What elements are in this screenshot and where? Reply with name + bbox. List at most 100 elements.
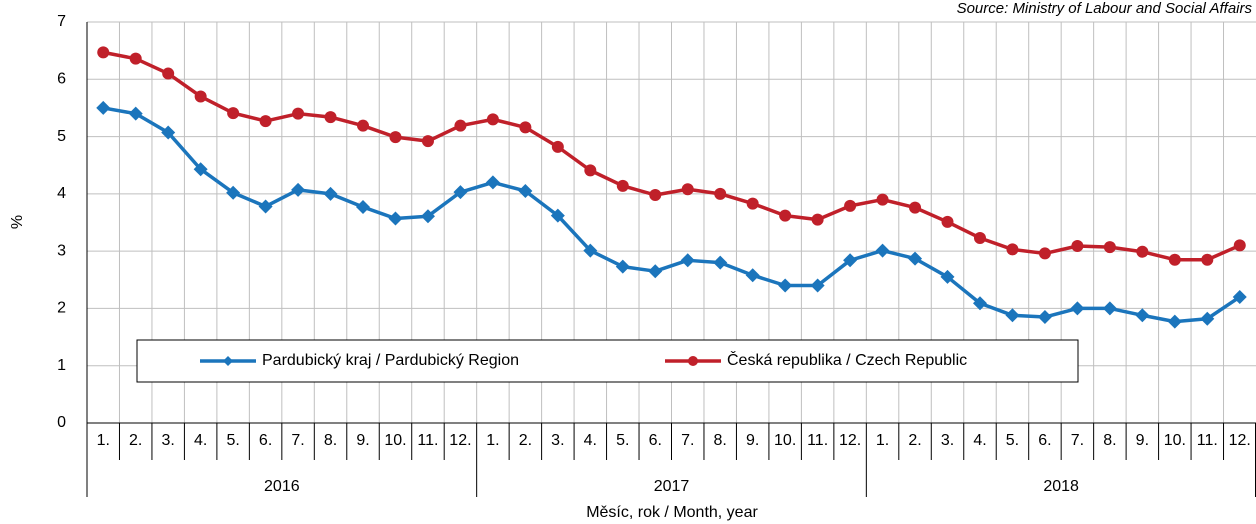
marker: [1135, 308, 1150, 323]
marker: [519, 121, 532, 134]
legend-label: Česká republika / Czech Republic: [727, 350, 967, 369]
marker: [584, 164, 597, 177]
marker: [486, 113, 499, 126]
x-tick-label: 11.: [417, 432, 438, 449]
marker: [1037, 310, 1052, 325]
legend-marker: [688, 356, 698, 366]
marker: [323, 186, 338, 201]
marker: [194, 90, 207, 103]
marker: [97, 46, 110, 59]
marker: [811, 213, 824, 226]
x-tick-label: 10.: [1164, 432, 1186, 449]
marker: [129, 52, 142, 65]
marker: [388, 211, 403, 226]
legend-label: Pardubický kraj / Pardubický Region: [262, 352, 519, 369]
x-tick-label: 3.: [941, 432, 954, 449]
marker: [1006, 243, 1019, 256]
x-tick-label: 5.: [616, 432, 629, 449]
x-tick-label: 8.: [1103, 432, 1116, 449]
marker: [259, 115, 272, 128]
marker: [909, 201, 922, 214]
x-tick-label: 8.: [324, 432, 337, 449]
y-tick-label: 3: [57, 242, 66, 259]
x-tick-label: 4.: [194, 432, 207, 449]
marker: [1102, 301, 1117, 316]
marker: [875, 243, 890, 258]
x-tick-label: 12.: [1229, 432, 1251, 449]
x-tick-label: 4.: [584, 432, 597, 449]
x-tick-label: 9.: [356, 432, 369, 449]
marker: [681, 183, 694, 196]
marker: [973, 231, 986, 244]
x-tick-label: 6.: [649, 432, 662, 449]
x-tick-label: 5.: [1006, 432, 1019, 449]
marker: [357, 119, 370, 132]
x-tick-label: 12.: [449, 432, 471, 449]
marker: [1103, 241, 1116, 254]
marker: [616, 179, 629, 192]
marker: [1136, 245, 1149, 258]
y-tick-label: 2: [57, 300, 66, 317]
marker: [810, 278, 825, 293]
x-tick-label: 3.: [162, 432, 175, 449]
marker: [876, 193, 889, 206]
marker: [1201, 253, 1214, 266]
x-tick-label: 1.: [876, 432, 889, 449]
marker: [550, 208, 565, 223]
source: Source: Ministry of Labour and Social Af…: [957, 0, 1253, 17]
y-tick-label: 7: [57, 13, 66, 30]
x-tick-label: 11.: [807, 432, 828, 449]
marker: [226, 185, 241, 200]
marker: [551, 140, 564, 153]
marker: [746, 197, 759, 210]
y-tick-label: 0: [57, 414, 66, 431]
marker: [680, 253, 695, 268]
marker: [324, 111, 337, 124]
marker: [778, 278, 793, 293]
y-tick-label: 4: [57, 185, 66, 202]
x-tick-label: 6.: [1038, 432, 1051, 449]
group-label: 2018: [1043, 478, 1079, 495]
marker: [908, 251, 923, 266]
x-tick-label: 9.: [1136, 432, 1149, 449]
x-tick-label: 10.: [774, 432, 796, 449]
x-tick-label: 11.: [1197, 432, 1218, 449]
marker: [128, 106, 143, 121]
marker: [1005, 308, 1020, 323]
marker: [972, 296, 987, 311]
marker: [941, 215, 954, 228]
marker: [649, 189, 662, 202]
marker: [1071, 239, 1084, 252]
marker: [1167, 314, 1182, 329]
marker: [745, 268, 760, 283]
x-tick-label: 1.: [486, 432, 499, 449]
x-tick-label: 3.: [551, 432, 564, 449]
x-tick-label: 8.: [714, 432, 727, 449]
x-tick-label: 10.: [384, 432, 406, 449]
marker: [1168, 253, 1181, 266]
marker: [485, 175, 500, 190]
group-label: 2016: [264, 478, 300, 495]
marker: [453, 185, 468, 200]
x-tick-label: 7.: [1071, 432, 1084, 449]
marker: [1233, 239, 1246, 252]
marker: [714, 187, 727, 200]
marker: [940, 269, 955, 284]
x-tick-label: 5.: [226, 432, 239, 449]
y-axis-label: %: [9, 215, 26, 229]
marker: [454, 119, 467, 132]
marker: [615, 259, 630, 274]
marker: [227, 107, 240, 120]
marker: [1232, 289, 1247, 304]
marker: [843, 253, 858, 268]
y-tick-label: 6: [57, 71, 66, 88]
y-tick-label: 5: [57, 128, 66, 145]
legend: Pardubický kraj / Pardubický Region Česká…: [136, 339, 1079, 383]
x-tick-label: 2.: [519, 432, 532, 449]
x-tick-label: 2.: [129, 432, 142, 449]
x-tick-label: 4.: [973, 432, 986, 449]
x-axis-label: Měsíc, rok / Month, year: [586, 504, 758, 521]
marker: [1200, 311, 1215, 326]
marker: [518, 183, 533, 198]
marker: [1070, 301, 1085, 316]
